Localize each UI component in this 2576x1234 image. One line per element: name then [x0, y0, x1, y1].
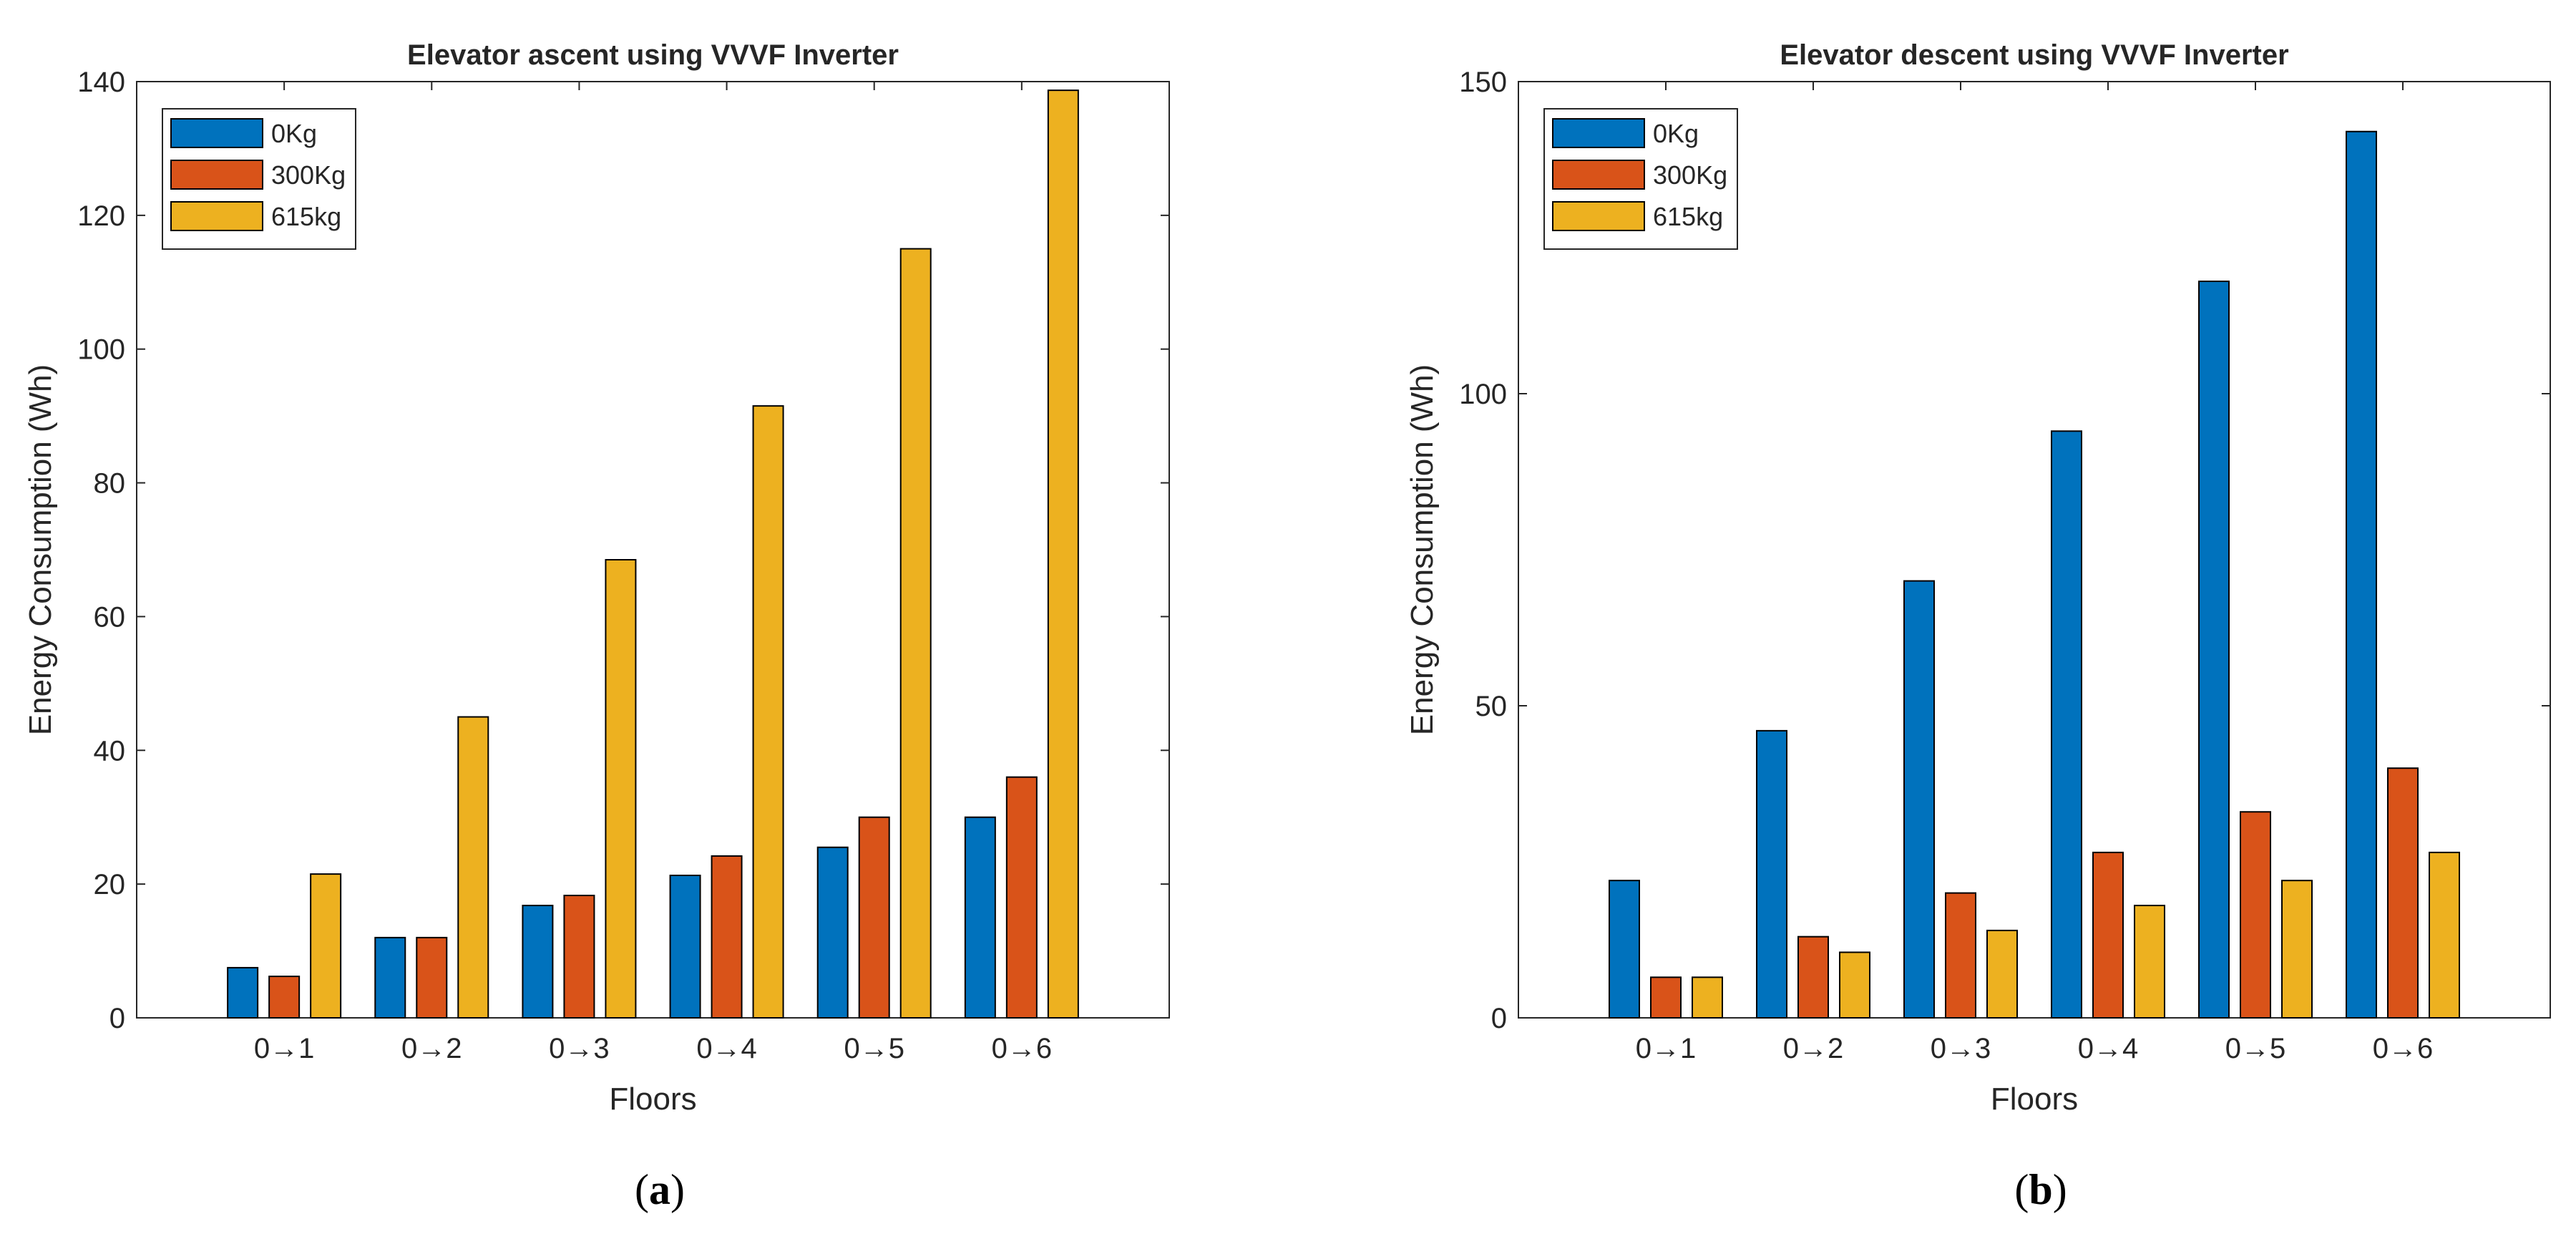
x-tick-label: 0→5 [2225, 1033, 2286, 1064]
legend-label: 615kg [1653, 202, 1723, 231]
bar-615kg-4 [2134, 905, 2165, 1019]
bar-0kg-6 [964, 816, 996, 1019]
bar-0kg-4 [669, 874, 701, 1019]
y-axis-label: Energy Consumption (Wh) [23, 364, 58, 735]
bar-615kg-6 [2429, 851, 2460, 1019]
bar-300kg-4 [711, 855, 743, 1019]
bar-300kg-2 [416, 936, 448, 1019]
x-tick-label: 0→3 [1931, 1033, 1991, 1064]
caption-letter: b [2029, 1166, 2052, 1213]
bar-0kg-1 [1609, 880, 1640, 1019]
bar-300kg-2 [1797, 936, 1829, 1019]
x-tick-label: 0→1 [254, 1033, 315, 1064]
bar-0kg-2 [1756, 729, 1787, 1019]
y-tick-label: 100 [1459, 379, 1507, 410]
x-tick-label: 0→1 [1636, 1033, 1697, 1064]
bar-615kg-2 [1839, 951, 1870, 1019]
y-tick-label: 140 [77, 67, 125, 98]
x-tick-label: 0→2 [401, 1033, 462, 1064]
bar-615kg-4 [752, 405, 784, 1019]
x-tick-label: 0→6 [992, 1033, 1053, 1064]
legend-swatch-615kg [170, 201, 263, 231]
bar-300kg-5 [2240, 811, 2271, 1019]
y-tick-label: 100 [77, 334, 125, 366]
legend-swatch-615kg [1552, 201, 1645, 231]
y-axis-label: Energy Consumption (Wh) [1405, 364, 1440, 735]
bar-0kg-2 [374, 936, 406, 1019]
bar-615kg-3 [1986, 929, 2018, 1019]
bar-300kg-6 [2387, 767, 2419, 1019]
legend: 0Kg 300Kg 615kg [1543, 108, 1738, 250]
y-tick-label: 50 [1475, 691, 1508, 722]
bar-300kg-6 [1005, 776, 1038, 1019]
y-tick-label: 0 [1491, 1003, 1507, 1034]
y-tick-label: 60 [94, 601, 126, 633]
bar-0kg-3 [1903, 580, 1935, 1019]
bar-615kg-1 [1692, 976, 1723, 1019]
y-tick-label: 20 [94, 869, 126, 900]
x-tick-label: 0→4 [2078, 1033, 2139, 1064]
y-tick-label: 150 [1459, 67, 1507, 98]
panel-b-descent-chart: 0 50 100 150 0→1 0→2 0→3 0→4 0→5 0→6 Elevator desc… [1405, 39, 2551, 1213]
panel-caption: (b) [2014, 1166, 2067, 1213]
bar-0kg-4 [2051, 430, 2082, 1019]
bar-615kg-3 [605, 559, 637, 1019]
bar-0kg-5 [2198, 281, 2230, 1019]
x-tick-label: 0→4 [696, 1033, 757, 1064]
panel-a-ascent-chart: 0 20 40 60 80 100 120 140 0→1 0→2 0→3 0→4 0→5 0→6 Elev… [23, 39, 1170, 1213]
legend-label: 0Kg [271, 119, 317, 148]
bar-615kg-5 [2281, 880, 2313, 1019]
chart-title: Elevator descent using VVVF Inverter [1780, 39, 2288, 71]
legend-swatch-0kg [1552, 118, 1645, 148]
caption-letter: a [649, 1166, 670, 1213]
legend-label: 300Kg [271, 160, 346, 190]
bar-615kg-2 [457, 716, 489, 1019]
x-tick-label: 0→2 [1783, 1033, 1844, 1064]
caption-close-paren: ) [670, 1166, 685, 1213]
y-tick-label: 40 [94, 735, 126, 767]
x-axis-label: Floors [1991, 1082, 2078, 1117]
x-tick-label: 0→6 [2373, 1033, 2434, 1064]
bar-0kg-1 [227, 966, 259, 1019]
legend-swatch-300kg [1552, 160, 1645, 190]
panel-caption: (a) [635, 1166, 685, 1213]
bar-300kg-5 [858, 816, 890, 1019]
bar-615kg-1 [310, 873, 342, 1019]
x-axis-label: Floors [609, 1082, 696, 1117]
x-tick-label: 0→5 [844, 1033, 904, 1064]
chart-title: Elevator ascent using VVVF Inverter [407, 39, 899, 71]
bar-300kg-1 [1650, 976, 1682, 1019]
bar-300kg-3 [1945, 892, 1976, 1019]
legend: 0Kg 300Kg 615kg [162, 108, 356, 250]
bar-0kg-5 [816, 846, 849, 1019]
bar-300kg-4 [2092, 851, 2124, 1019]
x-tick-label: 0→3 [549, 1033, 610, 1064]
caption-open-paren: ( [2014, 1166, 2029, 1213]
caption-close-paren: ) [2053, 1166, 2067, 1213]
legend-label: 0Kg [1653, 119, 1699, 148]
legend-swatch-0kg [170, 118, 263, 148]
y-tick-label: 80 [94, 468, 126, 500]
legend-label: 300Kg [1653, 160, 1727, 190]
y-tick-label: 120 [77, 200, 125, 232]
legend-label: 615kg [271, 202, 341, 231]
bar-0kg-6 [2346, 130, 2377, 1019]
y-tick-label: 0 [109, 1003, 125, 1034]
bar-0kg-3 [522, 905, 554, 1019]
caption-open-paren: ( [635, 1166, 649, 1213]
legend-swatch-300kg [170, 160, 263, 190]
bar-615kg-6 [1047, 89, 1079, 1019]
bar-300kg-3 [563, 895, 595, 1019]
bar-615kg-5 [899, 248, 932, 1019]
bar-300kg-1 [268, 976, 301, 1019]
